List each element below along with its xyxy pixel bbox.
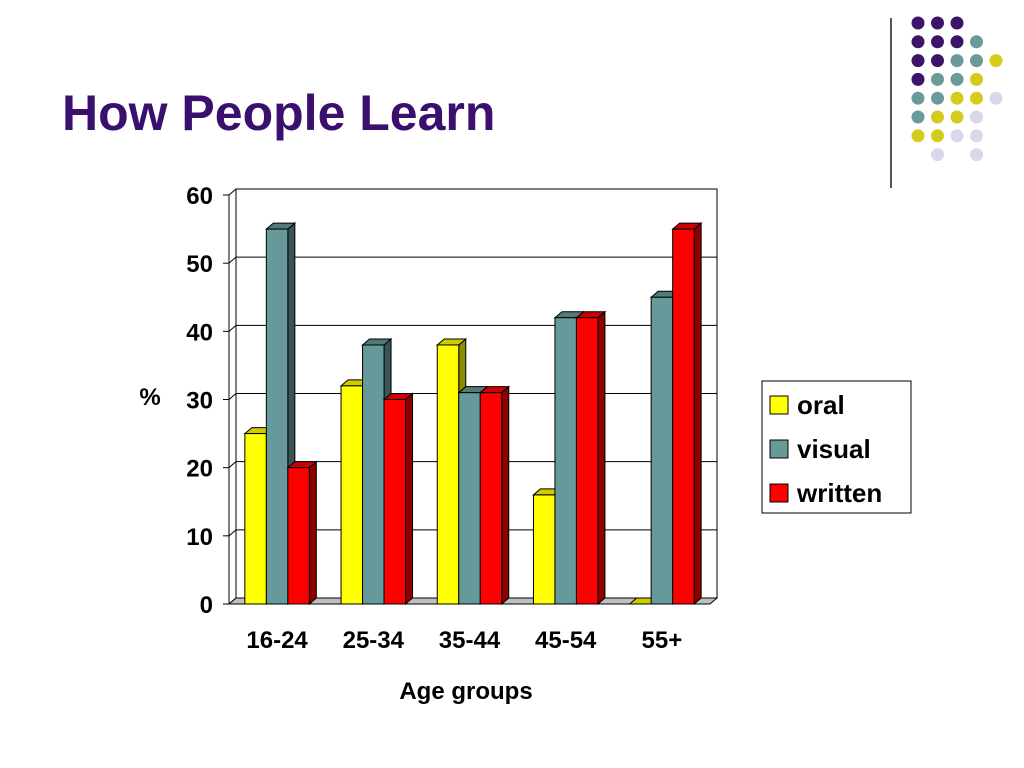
decor-dot: [911, 72, 925, 86]
decor-dot: [911, 91, 925, 105]
bar-front: [479, 392, 503, 605]
bar-front: [650, 296, 674, 605]
y-tick-label: 30: [186, 388, 213, 415]
legend-label-written: written: [796, 478, 882, 508]
decor-dot: [931, 54, 944, 68]
y-tick-label: 40: [186, 319, 213, 346]
decor-dot: [989, 54, 1003, 68]
decor-dot: [950, 54, 964, 68]
decor-dot: [931, 148, 944, 162]
gridline: [228, 256, 717, 264]
decor-dot: [950, 35, 964, 49]
decor-dot: [911, 16, 925, 30]
bar-written-35-44: [478, 385, 511, 606]
bar-side: [501, 385, 510, 606]
decor-dot: [970, 35, 983, 49]
decor-dot: [970, 91, 983, 105]
y-tick-label: 50: [186, 251, 213, 278]
bar-side: [693, 221, 702, 606]
decor-dot: [911, 110, 925, 124]
bar-written-16-24: [286, 460, 318, 606]
bar-front: [554, 317, 577, 605]
bar-written-25-34: [382, 392, 414, 606]
decor-dot: [931, 110, 944, 124]
bar-front: [458, 392, 481, 605]
bar-front: [672, 228, 695, 605]
decor-dot: [931, 129, 944, 143]
decor-dot: [989, 91, 1003, 105]
decor-dot: [970, 148, 983, 162]
decor-dot: [950, 129, 964, 143]
decor-dot: [911, 35, 925, 49]
y-tick-label: 0: [200, 592, 213, 619]
x-tick-label: 35-44: [439, 627, 501, 654]
decor-dot: [931, 72, 944, 86]
divider-line: [890, 18, 892, 188]
bar-front: [383, 399, 407, 605]
x-tick-label: 25-34: [343, 627, 405, 654]
bar-front: [436, 344, 460, 605]
decor-dot: [911, 129, 925, 143]
legend-swatch-oral: [769, 395, 789, 415]
x-tick-label: 55+: [642, 627, 683, 654]
bar-front: [265, 228, 289, 605]
y-axis-label: %: [139, 384, 160, 411]
slide-title: How People Learn: [62, 85, 496, 141]
decor-dot: [911, 54, 925, 68]
legend-swatch-written: [769, 483, 789, 503]
bar-front: [362, 344, 385, 605]
legend-label-oral: oral: [797, 390, 845, 420]
bar-side: [597, 310, 606, 606]
bar-front: [575, 317, 599, 605]
x-axis-label: Age groups: [399, 678, 532, 705]
bar-written-45-54: [575, 310, 607, 606]
decor-dot: [950, 16, 964, 30]
y-tick-label: 10: [186, 524, 213, 551]
bar-written-55+: [671, 221, 703, 606]
y-tick-label: 20: [186, 456, 213, 483]
decorative-dot-grid: [911, 16, 1003, 162]
bar-front: [532, 494, 556, 605]
legend-swatch-visual: [769, 439, 789, 459]
bar-front: [244, 433, 267, 605]
bar-front: [287, 467, 310, 605]
decor-dot: [931, 91, 944, 105]
x-tick-label: 16-24: [246, 627, 308, 654]
decor-dot: [950, 72, 964, 86]
decor-dot: [970, 72, 983, 86]
legend-label-visual: visual: [797, 434, 871, 464]
decor-dot: [970, 54, 983, 68]
bar-front: [340, 385, 364, 605]
bar-side: [308, 460, 317, 606]
decor-dot: [950, 110, 964, 124]
decor-dot: [931, 16, 944, 30]
decor-dot: [950, 91, 964, 105]
bar-side: [405, 392, 414, 606]
gridline: [228, 188, 717, 196]
y-tick-label: 60: [186, 183, 213, 210]
x-tick-label: 45-54: [535, 627, 597, 654]
decor-dot: [931, 35, 944, 49]
decor-dot: [970, 129, 983, 143]
decor-dot: [970, 110, 983, 124]
